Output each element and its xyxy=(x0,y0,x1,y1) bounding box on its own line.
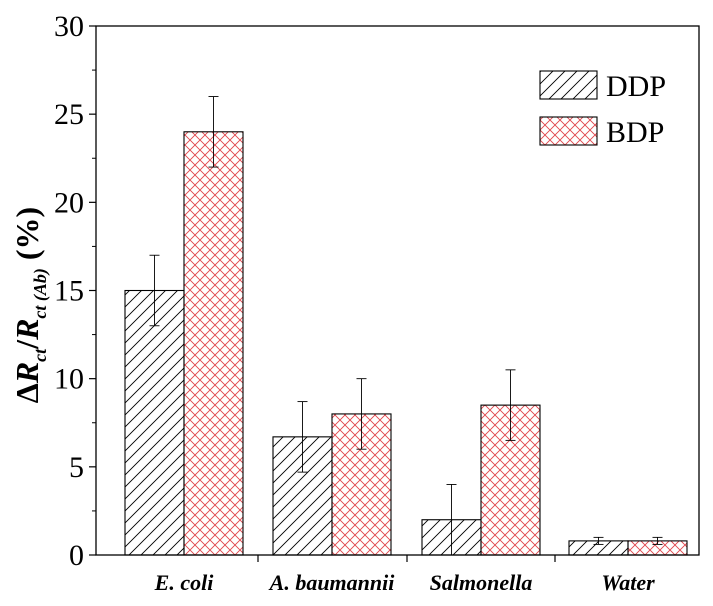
ylabel-r2: R xyxy=(9,319,45,341)
error-bar-ddp-water xyxy=(593,536,604,545)
error-bar-bdp-water xyxy=(652,536,663,545)
ylabel-unit: (%) xyxy=(9,207,45,260)
ylabel-r1: R xyxy=(9,362,45,384)
bars-group xyxy=(124,131,688,556)
bar-ddp-e-coli xyxy=(124,289,185,556)
ylabel-delta: Δ xyxy=(9,383,45,403)
y-tick-label-15: 15 xyxy=(54,275,84,308)
error-bar-bdp-salmonella xyxy=(505,369,516,441)
bar-bdp-e-coli xyxy=(183,131,244,556)
x-category-label-water: Water xyxy=(601,570,655,595)
ylabel-slash: / xyxy=(9,339,45,350)
y-axis-title: ΔRct/Rct (Ab)(%) xyxy=(9,207,51,403)
ylabel-sub2: ct (Ab) xyxy=(30,268,51,318)
x-category-label-a-baumannii: A. baumannii xyxy=(268,570,396,595)
legend-swatch-ddp xyxy=(539,70,598,100)
y-tick-label-10: 10 xyxy=(54,363,84,396)
y-tick-label-0: 0 xyxy=(69,539,84,572)
legend: DDP BDP xyxy=(539,70,666,149)
plot-frame xyxy=(95,25,700,556)
error-bar-bdp-a-baumannii xyxy=(356,378,367,450)
y-tick-label-20: 20 xyxy=(54,186,84,219)
y-tick-label-5: 5 xyxy=(69,451,84,484)
ylabel-sub1: ct xyxy=(30,348,50,362)
legend-label-bdp: BDP xyxy=(606,116,664,149)
legend-label-ddp: DDP xyxy=(606,70,666,103)
y-tick-label-30: 30 xyxy=(54,10,84,43)
x-category-label-e-coli: E. coli xyxy=(154,570,215,595)
error-bar-ddp-e-coli xyxy=(149,254,160,327)
x-axis-ticks: E. coli A. baumannii Salmonella Water xyxy=(154,555,655,595)
y-tick-label-25: 25 xyxy=(54,98,84,131)
error-bar-ddp-a-baumannii xyxy=(297,401,308,473)
x-category-label-salmonella: Salmonella xyxy=(430,570,533,595)
y-axis-ticks: 0 5 10 15 20 25 30 xyxy=(54,10,96,572)
error-bar-bdp-e-coli xyxy=(208,96,219,168)
legend-swatch-bdp xyxy=(539,116,598,146)
svg-text:ΔRct/Rct (Ab)(%): ΔRct/Rct (Ab)(%) xyxy=(9,207,51,403)
